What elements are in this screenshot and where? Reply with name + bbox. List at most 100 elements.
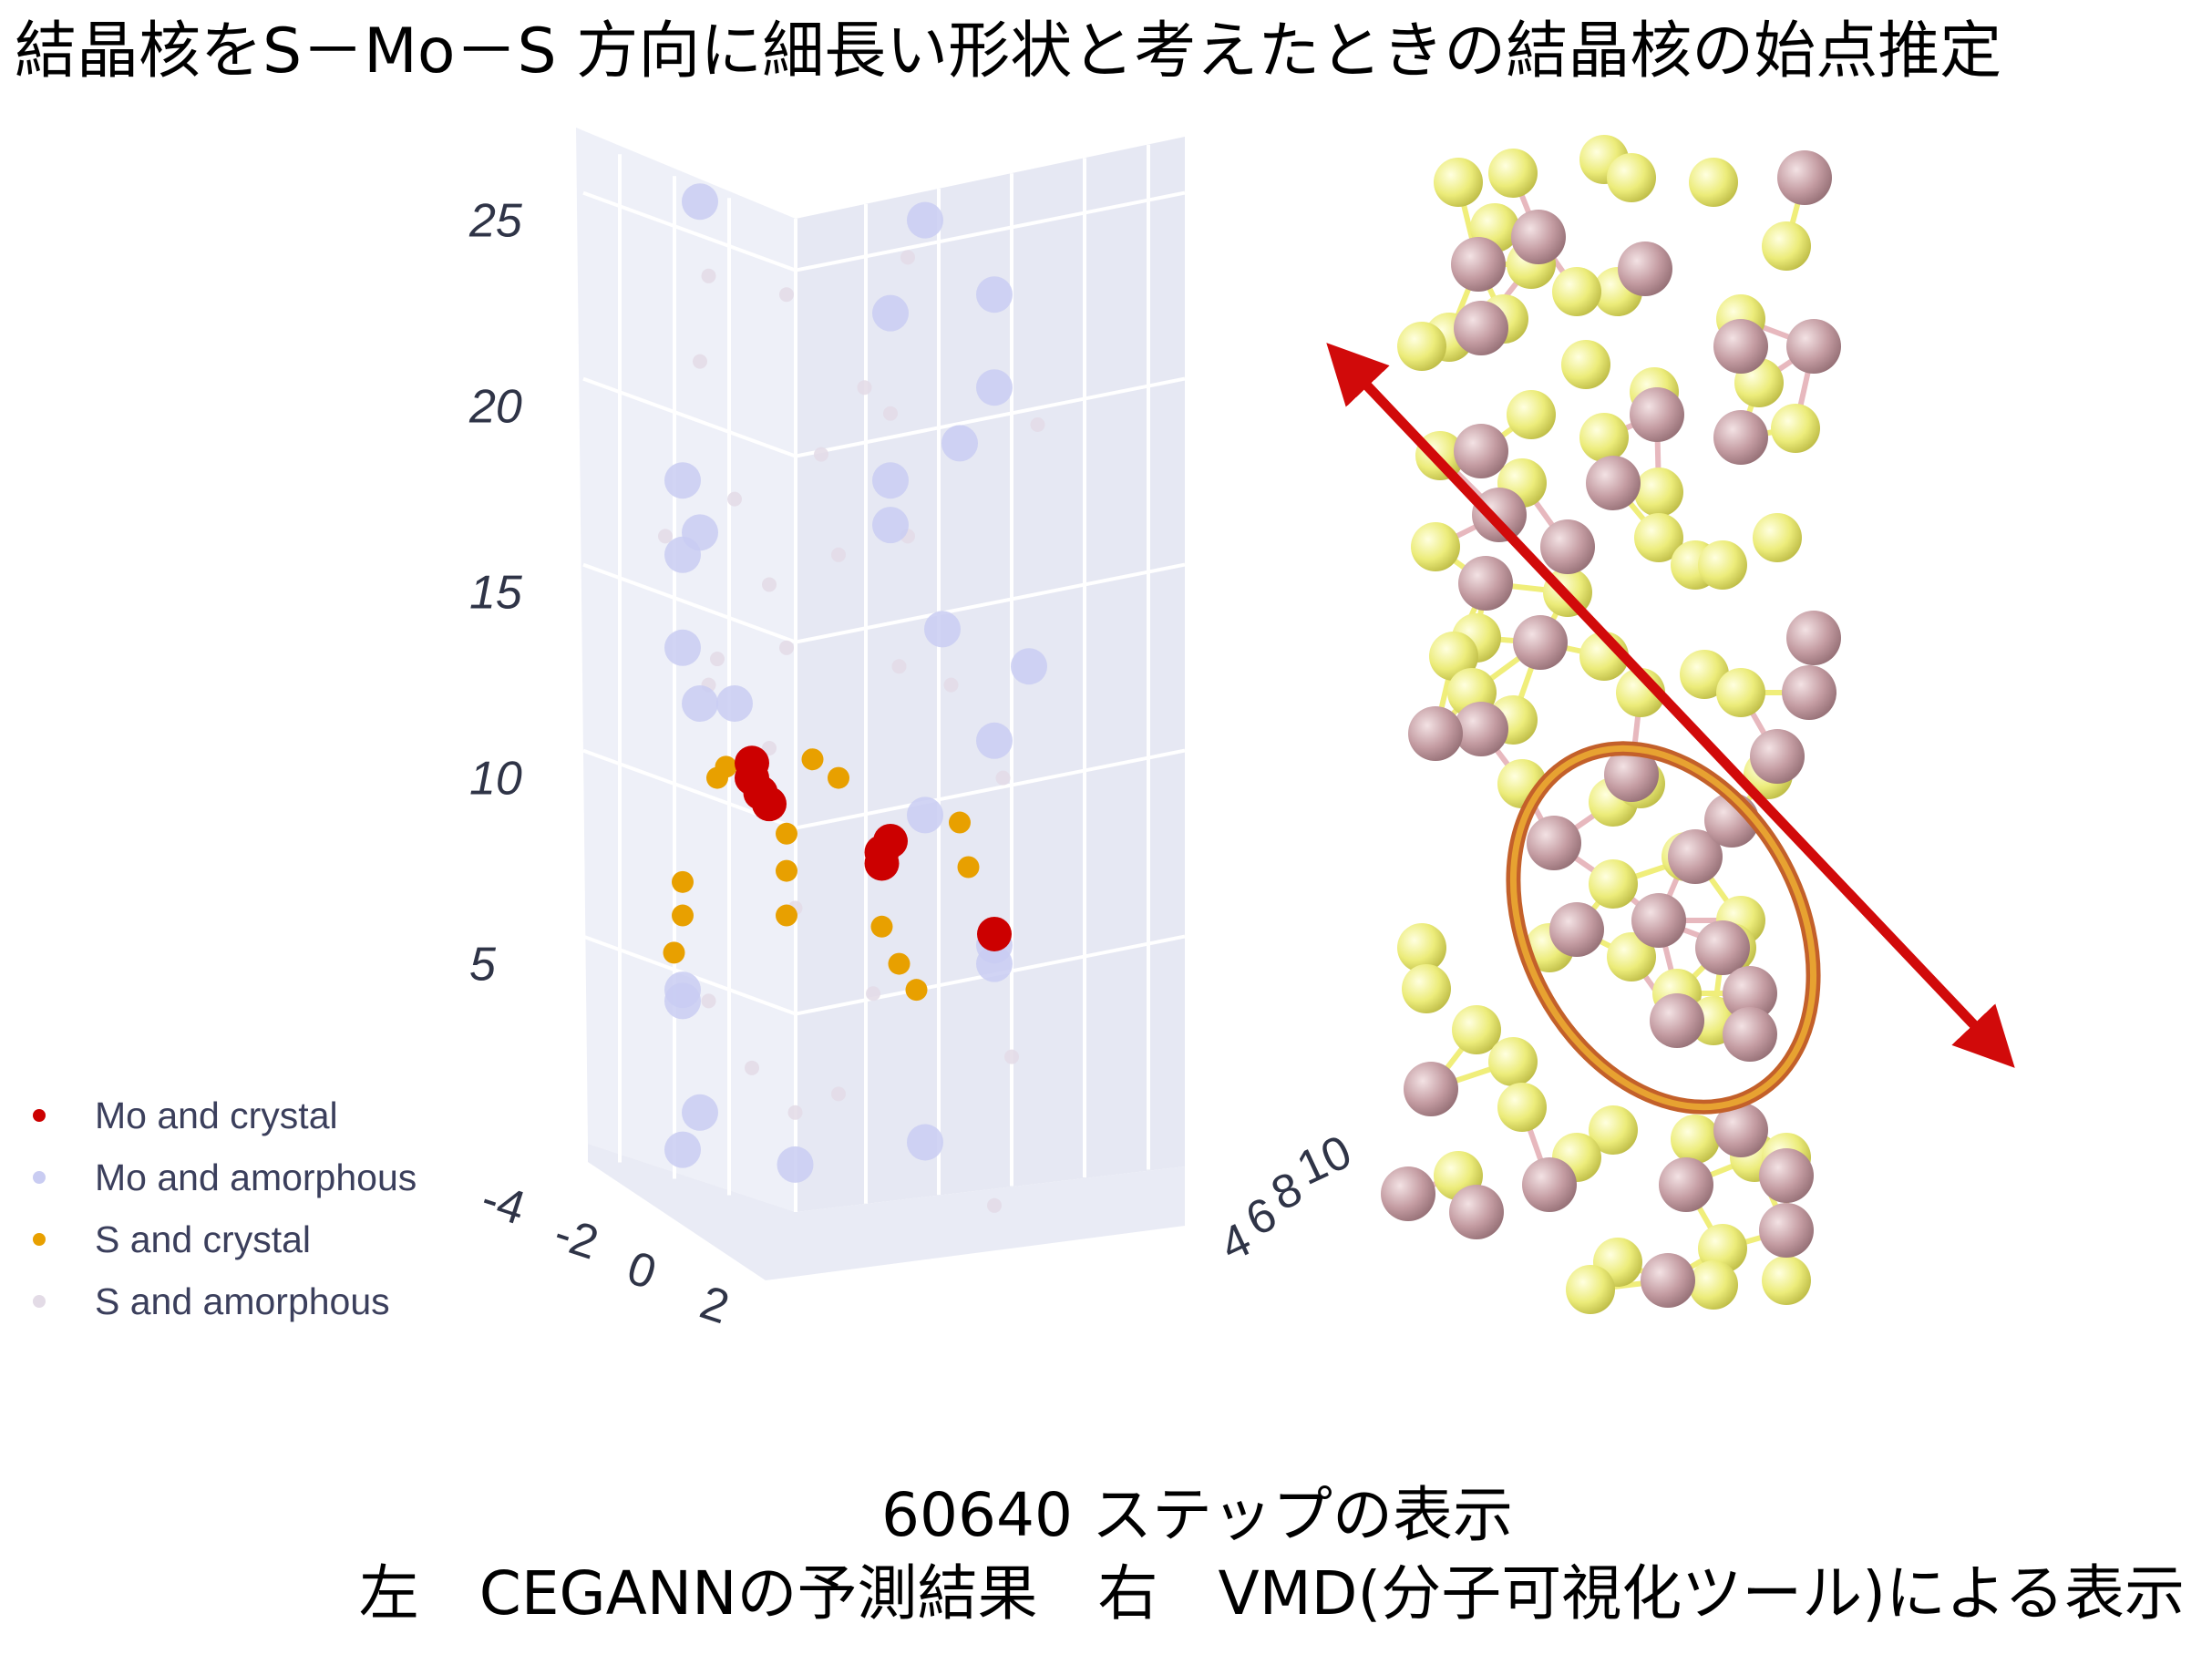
molybdenum-atom <box>1458 556 1513 611</box>
point-mo-and-amorphous <box>976 276 1013 313</box>
plot-grid <box>582 144 1186 1212</box>
molybdenum-atom <box>1782 665 1836 720</box>
point-s-and-amorphous <box>762 740 777 755</box>
caption-step-line: 60640 ステップの表示 <box>881 1480 1513 1550</box>
legend-marker <box>33 1233 46 1246</box>
plot-floor <box>588 1144 1185 1280</box>
molybdenum-atom <box>1641 1253 1695 1308</box>
point-mo-and-amorphous <box>907 201 943 239</box>
point-mo-and-amorphous <box>716 685 753 722</box>
z-tick-label: 20 <box>468 381 522 434</box>
x-tick-label: -4 <box>475 1172 531 1235</box>
molybdenum-atom <box>1540 519 1595 574</box>
sulfur-atom <box>1579 413 1629 462</box>
point-mo-and-amorphous <box>976 945 1013 982</box>
point-s-and-amorphous <box>987 1197 1002 1213</box>
point-s-and-crystal <box>706 766 728 789</box>
point-s-and-amorphous <box>710 652 725 667</box>
sulfur-atom <box>1434 158 1483 207</box>
grid-line-right-z <box>795 562 1186 644</box>
point-s-and-crystal <box>949 811 971 834</box>
point-s-and-amorphous <box>943 677 959 693</box>
plot-marks <box>658 183 1047 1213</box>
point-s-and-crystal <box>776 904 797 927</box>
molybdenum-atom <box>1618 241 1672 296</box>
sulfur-atom <box>1607 153 1656 202</box>
page-title: 結晶核をS－Mo－S 方向に細長い形状と考えたときの結晶核の始点推定 <box>15 15 2002 87</box>
point-mo-and-amorphous <box>682 183 718 221</box>
point-mo-and-amorphous <box>777 1146 814 1183</box>
sulfur-atom <box>1671 1115 1720 1164</box>
point-s-and-amorphous <box>727 491 742 507</box>
point-s-and-amorphous <box>658 529 673 544</box>
point-mo-and-amorphous <box>872 507 909 544</box>
grid-line-right-z <box>795 190 1186 272</box>
sulfur-atom <box>1689 1260 1738 1310</box>
molybdenum-atom <box>1759 1148 1814 1203</box>
molybdenum-atom <box>1549 902 1604 957</box>
point-s-and-amorphous <box>831 1086 846 1102</box>
sulfur-atom <box>1411 522 1460 571</box>
molecule-atoms <box>1381 135 1841 1314</box>
point-s-and-amorphous <box>693 354 707 369</box>
sulfur-atom <box>1762 221 1811 271</box>
z-tick-label: 15 <box>469 567 523 620</box>
point-s-and-amorphous <box>701 268 716 283</box>
point-mo-and-amorphous <box>1011 648 1047 685</box>
molybdenum-atom <box>1786 319 1841 374</box>
legend-item[interactable]: Mo and crystal <box>24 1084 417 1146</box>
point-mo-and-amorphous <box>907 1124 943 1161</box>
point-s-and-crystal <box>957 856 980 879</box>
sulfur-atom <box>1762 1256 1811 1305</box>
molybdenum-atom <box>1713 319 1768 374</box>
point-mo-and-amorphous <box>976 369 1013 406</box>
point-s-and-amorphous <box>762 577 777 592</box>
point-mo-and-amorphous <box>664 982 701 1020</box>
point-s-and-crystal <box>776 859 797 882</box>
molybdenum-atom <box>1695 920 1750 975</box>
vmd-molecule-view <box>1326 135 2015 1314</box>
point-mo-and-amorphous <box>664 536 701 573</box>
point-s-and-amorphous <box>900 250 915 265</box>
molybdenum-atom <box>1723 1007 1777 1062</box>
molybdenum-atom <box>1650 993 1704 1048</box>
molybdenum-atom <box>1630 387 1684 442</box>
point-mo-and-amorphous <box>976 722 1013 759</box>
point-mo-and-crystal <box>864 846 900 881</box>
molybdenum-atom <box>1454 301 1508 355</box>
point-s-and-amorphous <box>701 993 716 1009</box>
point-mo-and-crystal <box>752 786 787 822</box>
sulfur-atom <box>1561 340 1610 389</box>
molybdenum-atom <box>1527 816 1581 870</box>
molybdenum-atom <box>1451 237 1506 292</box>
point-s-and-crystal <box>870 915 893 938</box>
sulfur-atom <box>1402 964 1451 1013</box>
legend-marker <box>33 1171 46 1184</box>
x-tick-label: 0 <box>621 1241 662 1300</box>
legend-label: Mo and crystal <box>95 1094 338 1136</box>
molybdenum-atom <box>1786 611 1841 665</box>
molybdenum-atom <box>1454 424 1508 478</box>
point-s-and-amorphous <box>1004 1049 1019 1064</box>
point-mo-and-amorphous <box>941 425 978 462</box>
sulfur-atom <box>1488 149 1538 198</box>
molybdenum-atom <box>1408 706 1463 761</box>
sulfur-atom <box>1488 1037 1538 1086</box>
point-s-and-amorphous <box>779 640 794 655</box>
point-s-and-crystal <box>888 952 911 975</box>
z-tick-label: 5 <box>469 939 497 992</box>
point-s-and-crystal <box>672 870 694 893</box>
sulfur-atom <box>1771 404 1820 453</box>
point-s-and-amorphous <box>883 406 898 421</box>
legend-item[interactable]: S and amorphous <box>24 1270 417 1332</box>
point-mo-and-amorphous <box>664 629 701 666</box>
point-mo-and-crystal <box>977 916 1012 951</box>
legend-item[interactable]: Mo and amorphous <box>24 1146 417 1208</box>
molybdenum-atom <box>1759 1203 1814 1258</box>
legend-item[interactable]: S and crystal <box>24 1208 417 1270</box>
sulfur-atom <box>1589 1105 1638 1155</box>
molybdenum-atom <box>1713 410 1768 465</box>
sulfur-atom <box>1689 158 1738 207</box>
molybdenum-atom <box>1586 456 1641 510</box>
